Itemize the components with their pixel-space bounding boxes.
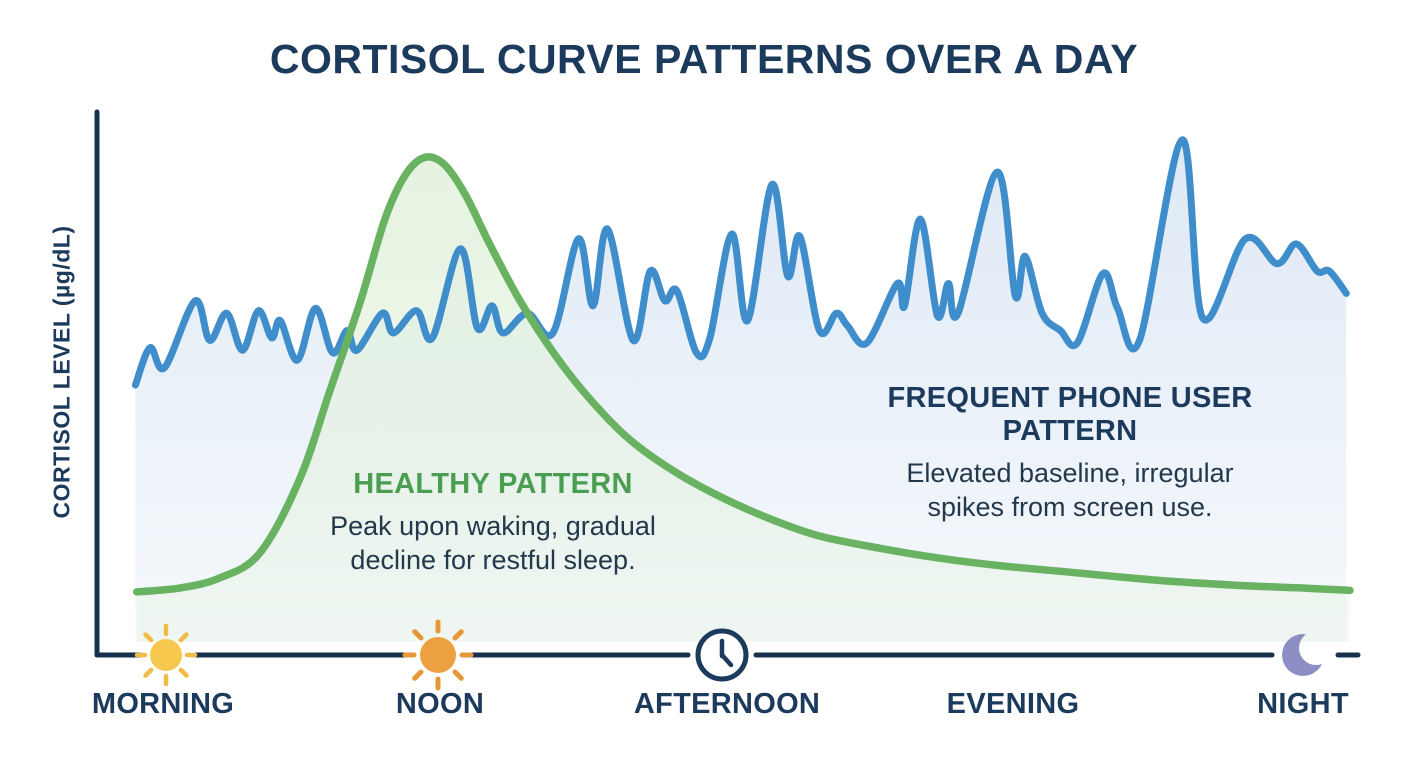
x-tick-noon: NOON — [395, 688, 485, 720]
phone-user-pattern-title: FREQUENT PHONE USER PATTERN — [887, 382, 1253, 447]
healthy-pattern-description-line1: Peak upon waking, gradual — [330, 511, 656, 541]
night-moon-icon — [1282, 634, 1324, 676]
axes — [94, 109, 1361, 658]
healthy-area-fill — [136, 156, 1351, 643]
healthy-line — [132, 153, 1354, 596]
y-axis-label: CORTISOL LEVEL (µg/dL) — [48, 225, 75, 519]
healthy-pattern-description-line2: decline for restful sleep. — [350, 545, 636, 576]
x-tick-night: NIGHT — [1257, 688, 1349, 720]
phone-user-line — [131, 136, 1350, 389]
morning-sun-icon — [134, 623, 198, 687]
noon-sun-icon — [402, 619, 474, 691]
healthy-pattern-annotation: HEALTHY PATTERN Peak upon waking, gradua… — [293, 468, 693, 578]
phone-user-pattern-annotation: FREQUENT PHONE USER PATTERN Elevated bas… — [830, 382, 1310, 525]
x-tick-evening: EVENING — [946, 688, 1080, 720]
chart-title: CORTISOL CURVE PATTERNS OVER A DAY — [269, 36, 1139, 82]
x-tick-morning: MORNING — [91, 688, 235, 720]
afternoon-clock-icon — [695, 628, 749, 682]
phone-user-description-line2: spikes from screen use. — [927, 492, 1213, 523]
x-tick-afternoon: AFTERNOON — [633, 688, 821, 720]
healthy-pattern-title: HEALTHY PATTERN — [353, 468, 633, 500]
phone-user-description-line1: Elevated baseline, irregular — [906, 458, 1234, 488]
